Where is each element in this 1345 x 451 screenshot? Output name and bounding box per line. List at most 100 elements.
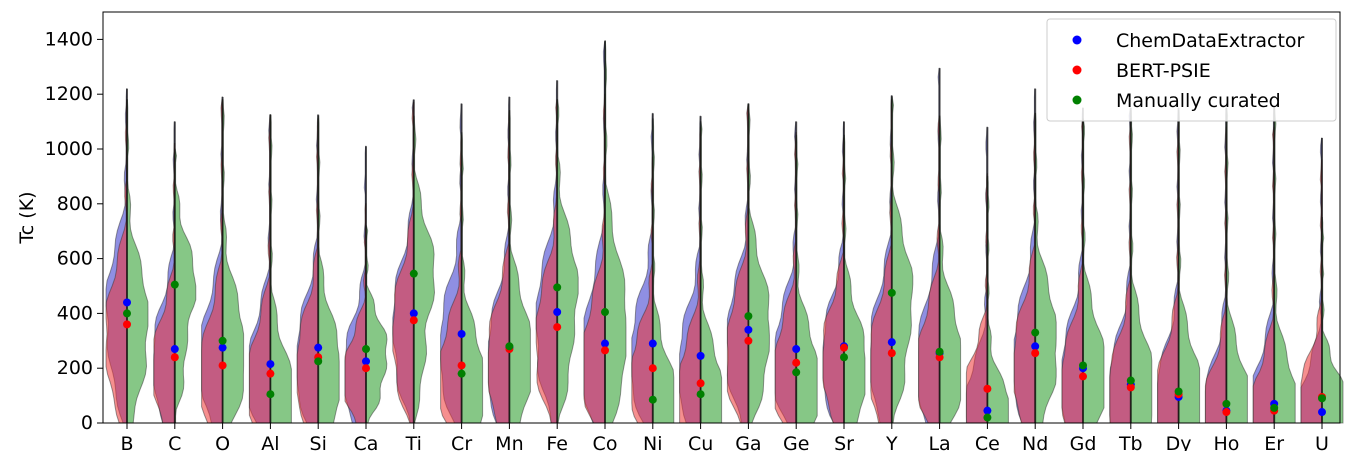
y-tick-label: 1200 [45, 83, 93, 105]
x-tick-label-ni: Ni [643, 433, 663, 451]
mean-point-bert-psie-sr [840, 343, 848, 352]
violin-manually-curated-si [317, 115, 340, 424]
mean-point-bert-psie-y [887, 349, 896, 358]
x-tick-label-ca: Ca [354, 433, 379, 451]
x-tick-label-ga: Ga [735, 433, 761, 451]
mean-point-chemdataextractor-ca [362, 357, 370, 366]
x-tick-label-ti: Ti [405, 433, 422, 451]
x-tick-label-al: Al [261, 433, 279, 451]
violin-manually-curated-tb [1130, 110, 1153, 424]
x-tick-label-dy: Dy [1166, 433, 1192, 451]
x-tick-label-ce: Ce [975, 433, 1000, 451]
mean-point-manually-curated-cu [696, 390, 705, 399]
mean-point-bert-psie-la [935, 353, 944, 362]
violin-manually-curated-er [1273, 107, 1296, 424]
mean-point-bert-psie-al [266, 369, 275, 378]
legend: ChemDataExtractor BERT-PSIE Manually cur… [1046, 18, 1337, 122]
mean-point-manually-curated-co [601, 308, 609, 317]
mean-point-bert-psie-fe [553, 323, 562, 332]
x-tick-label-c: C [168, 433, 181, 451]
legend-marker-manually-curated [1072, 95, 1082, 105]
mean-point-manually-curated-mn [505, 342, 514, 351]
violin-bert-psie-y [870, 99, 893, 424]
x-tick-label-nd: Nd [1022, 433, 1048, 451]
legend-box [1046, 18, 1337, 122]
violin-manually-curated-nd [1034, 112, 1057, 424]
x-tick-label-ho: Ho [1213, 433, 1239, 451]
mean-point-manually-curated-u [1318, 394, 1326, 403]
violin-manually-curated-ca [365, 225, 388, 424]
violin-manually-curated-cu [700, 121, 723, 424]
mean-point-chemdataextractor-al [266, 360, 275, 369]
mean-point-bert-psie-cr [457, 361, 466, 370]
mean-point-manually-curated-si [314, 357, 323, 366]
x-tick-label-sr: Sr [834, 433, 854, 451]
violin-bert-psie-nd [1013, 112, 1036, 424]
violin-manually-curated-y [891, 96, 914, 424]
mean-point-manually-curated-nd [1031, 328, 1040, 337]
mean-point-chemdataextractor-ga [744, 325, 753, 334]
x-tick-label-la: La [928, 433, 950, 451]
mean-point-manually-curated-c [170, 280, 179, 289]
mean-point-manually-curated-dy [1174, 387, 1183, 396]
violin-manually-curated-ge [795, 134, 818, 424]
y-tick-label: 1000 [45, 138, 93, 160]
violin-manually-curated-ti [413, 115, 436, 424]
mean-point-chemdataextractor-ti [409, 309, 418, 318]
x-tick-label-mn: Mn [495, 433, 523, 451]
x-tick-label-er: Er [1264, 433, 1284, 451]
x-tick-label-ge: Ge [783, 433, 809, 451]
violin-bert-psie-sr [822, 137, 845, 424]
violin-bert-psie-ga [726, 104, 749, 424]
violin-manually-curated-ho [1225, 107, 1248, 424]
mean-point-bert-psie-ge [792, 358, 801, 367]
x-tick-label-o: O [215, 433, 230, 451]
mean-point-manually-curated-ni [648, 395, 657, 404]
mean-point-chemdataextractor-co [601, 339, 609, 348]
violin-manually-curated-sr [843, 134, 866, 424]
mean-point-bert-psie-cu [696, 379, 705, 388]
violin-bert-psie-u [1300, 159, 1323, 424]
mean-point-chemdataextractor-y [887, 338, 896, 347]
violin-manually-curated-b [126, 99, 149, 424]
mean-point-manually-curated-tb [1126, 376, 1135, 385]
mean-point-bert-psie-o [218, 361, 227, 370]
violins [105, 40, 1344, 424]
mean-point-chemdataextractor-cu [696, 351, 705, 360]
legend-label-bert-psie: BERT-PSIE [1116, 60, 1211, 82]
violin-bert-psie-er [1252, 126, 1275, 424]
plot-frame [102, 11, 1341, 424]
violin-bert-psie-cu [679, 126, 702, 424]
violin-bert-psie-ce [965, 173, 988, 424]
mean-point-chemdataextractor-nd [1031, 342, 1040, 351]
y-axis: 0 200 400 600 800 1000 1200 1400 [45, 28, 103, 434]
mean-point-chemdataextractor-b [123, 298, 131, 307]
mean-point-bert-psie-ca [362, 364, 370, 373]
mean-point-manually-curated-sr [840, 353, 848, 362]
x-tick-label-y: Y [885, 433, 898, 451]
violin-bert-psie-ni [631, 156, 654, 424]
y-tick-label: 800 [57, 193, 93, 215]
violin-bert-psie-la [918, 115, 941, 424]
mean-point-manually-curated-fe [553, 283, 562, 292]
violin-manually-curated-co [604, 40, 627, 424]
mean-point-manually-curated-ge [792, 368, 801, 377]
mean-point-bert-psie-ce [983, 384, 992, 393]
mean-point-bert-psie-tb [1126, 383, 1135, 392]
mean-point-chemdataextractor-fe [553, 308, 562, 317]
y-tick-label: 200 [57, 357, 93, 379]
legend-label-chemdataextractor: ChemDataExtractor [1116, 30, 1305, 52]
violin-bert-psie-si [296, 118, 319, 424]
mean-point-manually-curated-gd [1079, 361, 1087, 370]
mean-point-chemdataextractor-cr [457, 329, 466, 338]
violin-manually-curated-ga [747, 103, 770, 424]
mean-point-manually-curated-ho [1222, 399, 1231, 408]
violin-manually-curated-la [939, 115, 962, 424]
violin-manually-curated-c [174, 148, 197, 424]
x-tick-label-cr: Cr [451, 433, 472, 451]
mean-point-manually-curated-cr [457, 369, 466, 378]
mean-point-manually-curated-ga [744, 312, 753, 321]
mean-point-bert-psie-nd [1031, 349, 1040, 358]
x-tick-label-fe: Fe [546, 433, 568, 451]
